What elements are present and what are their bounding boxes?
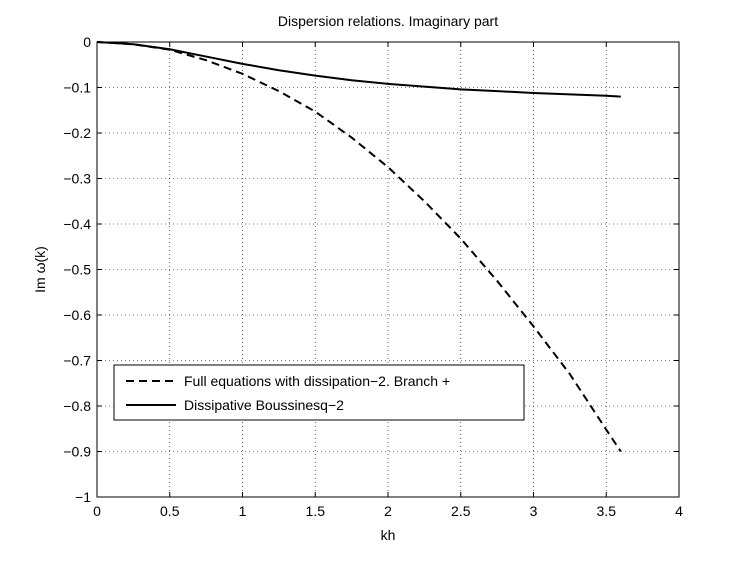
x-tick-label: 2.5 [451, 503, 471, 519]
y-tick-label: −0.3 [63, 171, 91, 187]
y-tick-label: −0.1 [63, 80, 91, 96]
y-tick-label: 0 [83, 34, 91, 50]
x-axis-label: kh [381, 527, 396, 543]
y-tick-label: −0.8 [63, 398, 91, 414]
y-tick-label: −0.9 [63, 444, 91, 460]
x-tick-label: 3 [530, 503, 538, 519]
legend-label: Dissipative Boussinesq−2 [184, 397, 344, 413]
y-tick-label: −0.7 [63, 353, 91, 369]
grid [97, 42, 679, 497]
legend: Full equations with dissipation−2. Branc… [113, 364, 525, 421]
x-tick-label: 2 [384, 503, 392, 519]
y-tick-label: −0.6 [63, 307, 91, 323]
series-line-boussinesq [96, 41, 621, 98]
ticks [96, 41, 680, 498]
x-tick-label: 1.5 [306, 503, 326, 519]
tick-labels: 0 0.5 1 1.5 2 2.5 3 3.5 4 0 −0.1 −0.2 −0.3 −0.4 −0.5 −0… [63, 34, 683, 519]
x-tick-label: 0.5 [160, 503, 180, 519]
x-tick-label: 1 [239, 503, 247, 519]
y-tick-label: −0.5 [63, 262, 91, 278]
x-tick-label: 4 [675, 503, 683, 519]
y-tick-label: −0.4 [63, 216, 91, 232]
series-line-full-equations [96, 41, 622, 453]
legend-box [113, 364, 525, 421]
y-axis-label: Im ω(k) [32, 246, 48, 293]
x-tick-label: 0 [93, 503, 101, 519]
y-tick-label: −1 [75, 489, 91, 505]
series-layer [96, 41, 622, 453]
legend-label: Full equations with dissipation−2. Branc… [184, 373, 450, 389]
y-tick-label: −0.2 [63, 125, 91, 141]
chart-title: Dispersion relations. Imaginary part [278, 13, 498, 29]
x-tick-label: 3.5 [597, 503, 617, 519]
